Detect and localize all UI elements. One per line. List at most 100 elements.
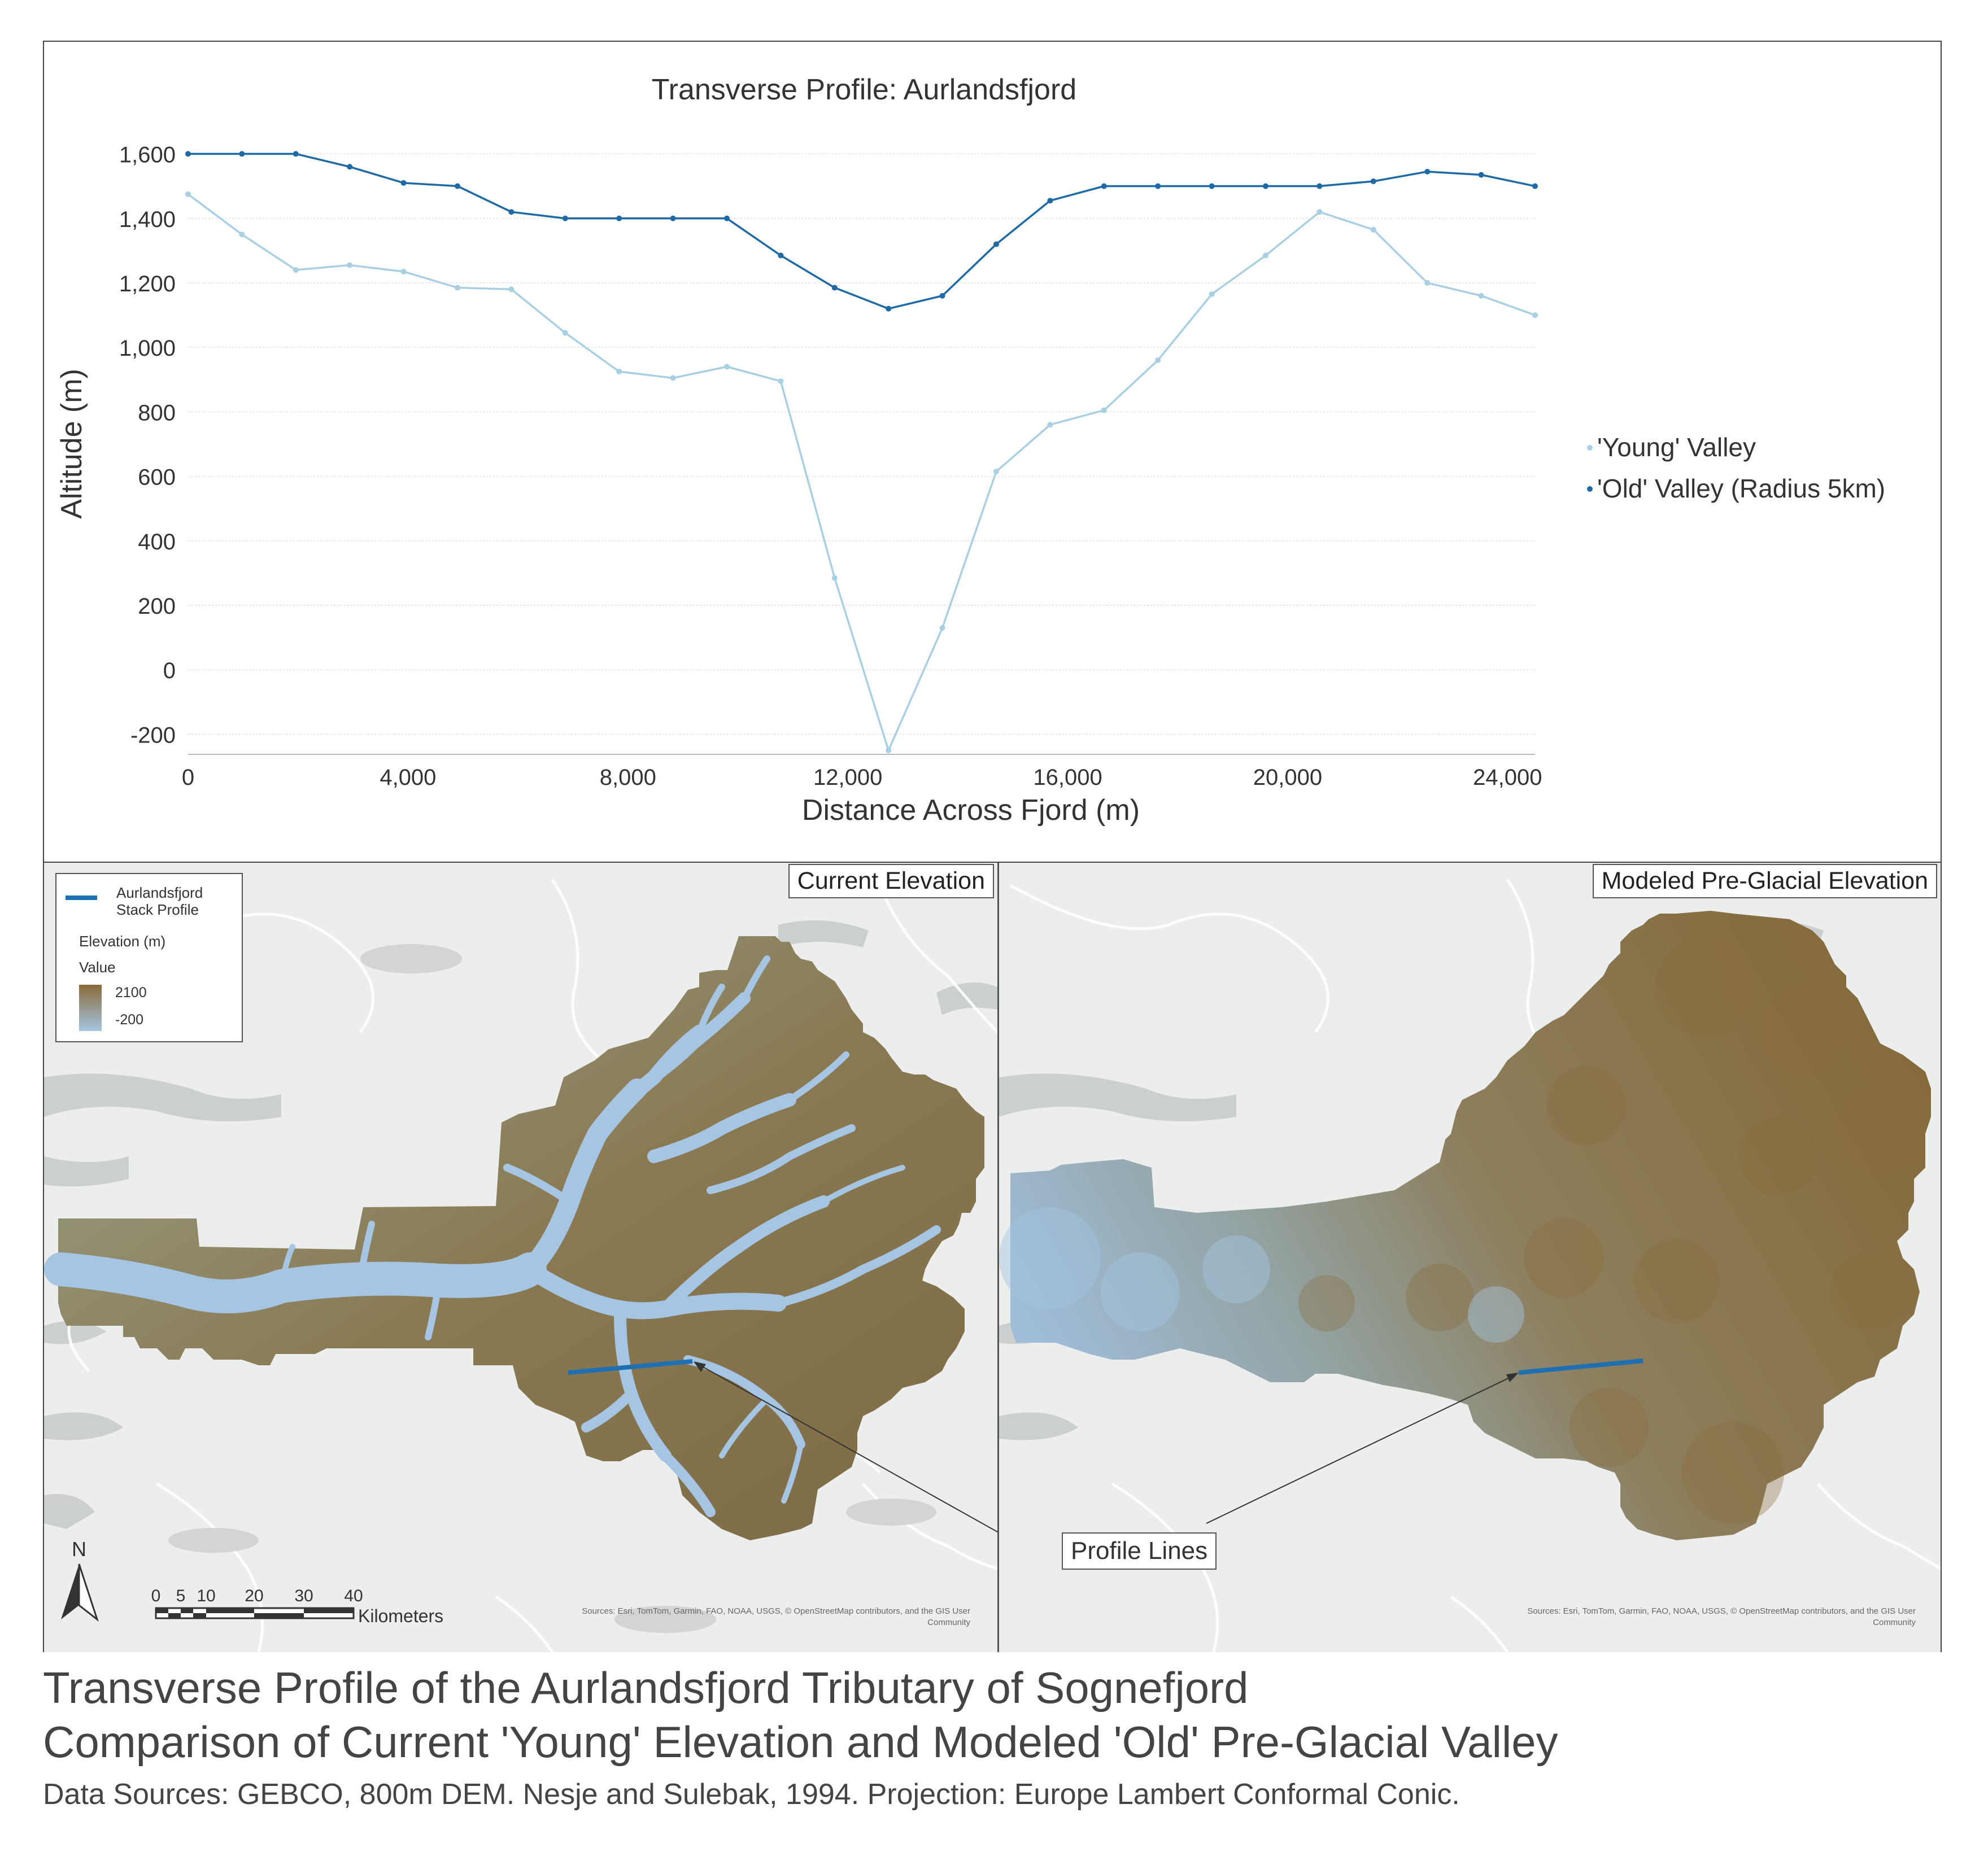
legend-low-value: -200 <box>115 1012 144 1028</box>
data-point-young <box>939 625 945 631</box>
data-point-old <box>347 164 353 170</box>
data-point-old <box>1478 172 1484 178</box>
chart-title: Transverse Profile: Aurlandsfjord <box>652 73 1076 106</box>
dem-region-pre-glacial <box>1010 911 1931 1540</box>
chart-legend: 'Young' Valley 'Old' Valley (Radius 5km) <box>1587 433 1885 503</box>
data-point-old <box>993 241 999 247</box>
data-point-old <box>1370 178 1376 185</box>
north-arrow: N <box>61 1537 99 1622</box>
data-point-old <box>1316 183 1323 189</box>
data-point-young <box>1316 209 1323 215</box>
y-tick-label: 1,200 <box>119 272 176 296</box>
data-point-old <box>724 215 730 221</box>
y-tick-label: 1,000 <box>119 336 176 361</box>
north-label: N <box>72 1537 86 1561</box>
x-tick-label: 16,000 <box>1033 765 1102 790</box>
profile-lines-callout: Profile Lines <box>1062 1532 1217 1570</box>
caption-sources: Data Sources: GEBCO, 800m DEM. Nesje and… <box>43 1778 1460 1811</box>
data-point-old <box>239 151 245 157</box>
x-tick-label: 24,000 <box>1473 765 1542 790</box>
sources-line1-right: Sources: Esri, TomTom, Garmin, FAO, NOAA… <box>1527 1606 1916 1616</box>
legend-marker-old <box>1587 486 1593 492</box>
data-point-old <box>508 209 515 215</box>
y-tick-label: 0 <box>163 658 176 683</box>
y-tick-label: 1,600 <box>119 143 176 168</box>
data-point-old <box>1424 168 1431 174</box>
scale-label-40: 40 <box>344 1587 363 1605</box>
x-axis-tick-labels: 0 4,000 8,000 12,000 16,000 20,000 24,000 <box>182 765 1542 790</box>
data-point-young <box>1424 279 1431 286</box>
data-point-old <box>562 215 568 221</box>
caption-subtitle: Comparison of Current 'Young' Elevation … <box>43 1717 1558 1767</box>
scale-label-5: 5 <box>176 1587 186 1605</box>
dem-valleys <box>44 955 941 1517</box>
dem-pre-glacial-texture <box>1298 936 1925 1523</box>
data-point-young <box>508 286 515 292</box>
chart-series <box>185 151 1538 753</box>
data-point-old <box>1047 198 1053 204</box>
data-point-old <box>1155 183 1161 189</box>
y-axis-label: Altitude (m) <box>55 369 88 519</box>
callout-arrowhead-left <box>694 1361 706 1372</box>
data-point-old <box>185 151 191 157</box>
sources-line2-left: Community <box>927 1618 970 1627</box>
map-legend: Aurlandsfjord Stack Profile Elevation (m… <box>55 873 243 1042</box>
legend-high-value: 2100 <box>115 985 147 1001</box>
map-sources-left: Sources: Esri, TomTom, Garmin, FAO, NOAA… <box>507 1606 970 1628</box>
data-point-old <box>1209 183 1215 189</box>
sources-line1-left: Sources: Esri, TomTom, Garmin, FAO, NOAA… <box>582 1606 970 1616</box>
data-point-old <box>293 151 299 157</box>
legend-entry-old: 'Old' Valley (Radius 5km) <box>1597 474 1885 503</box>
data-point-young <box>831 575 838 581</box>
sources-line2-right: Community <box>1873 1618 1916 1627</box>
data-point-old <box>1263 183 1268 189</box>
map-sources-right: Sources: Esri, TomTom, Garmin, FAO, NOAA… <box>1453 1606 1916 1628</box>
caption-title: Transverse Profile of the Aurlandsfjord … <box>43 1663 1249 1713</box>
data-point-young <box>1101 407 1107 413</box>
data-point-old <box>400 180 407 186</box>
legend-elevation-ramp <box>79 985 102 1031</box>
profile-line-current <box>568 1359 693 1375</box>
x-tick-label: 0 <box>182 765 194 790</box>
data-point-old <box>939 292 945 299</box>
scale-bar: 0 5 10 20 30 40 Kilometers <box>151 1587 444 1626</box>
y-axis-tick-labels: -200 0 200 400 600 800 1,000 1,200 1,400 1,600 <box>119 143 176 748</box>
legend-elevation-title: Elevation (m) <box>79 933 166 950</box>
data-point-young <box>1263 252 1268 259</box>
data-point-young <box>347 262 353 268</box>
data-point-young <box>1478 292 1484 299</box>
legend-marker-young <box>1587 445 1593 451</box>
legend-profile-label-1: Aurlandsfjord <box>116 884 203 901</box>
scale-unit: Kilometers <box>358 1606 443 1626</box>
data-point-young <box>1209 291 1215 297</box>
data-point-young <box>1370 226 1376 233</box>
x-tick-label: 8,000 <box>600 765 656 790</box>
scale-label-0: 0 <box>151 1587 161 1605</box>
data-point-old <box>455 183 460 189</box>
scale-label-30: 30 <box>294 1587 313 1605</box>
data-point-old <box>886 305 892 312</box>
data-point-young <box>993 469 999 475</box>
data-point-old <box>616 215 622 221</box>
scale-label-10: 10 <box>197 1587 215 1605</box>
current-elevation-map-svg: N 0 5 10 20 30 40 <box>44 879 997 1652</box>
pre-glacial-map-svg <box>999 879 1941 1652</box>
current-elevation-label: Current Elevation <box>788 864 994 898</box>
figure-frame: Transverse Profile: Aurlandsfjord -200 0 2… <box>43 41 1942 1652</box>
chart-svg: Transverse Profile: Aurlandsfjord -20002… <box>55 73 1885 827</box>
data-point-young <box>455 285 460 291</box>
legend-profile-swatch <box>66 896 97 900</box>
dem-pre-glacial-lowlands <box>999 1207 1524 1343</box>
callout-arrow-right <box>1206 1375 1515 1524</box>
series-line-young <box>187 193 1536 753</box>
data-point-young <box>778 378 784 385</box>
x-tick-label: 12,000 <box>813 765 882 790</box>
data-point-old <box>778 252 784 259</box>
scale-label-20: 20 <box>245 1587 263 1605</box>
chart-gridlines <box>188 153 1535 735</box>
data-point-old <box>1101 183 1107 189</box>
data-point-young <box>239 231 245 238</box>
data-point-young <box>1155 357 1161 364</box>
data-point-old <box>831 285 838 291</box>
data-point-young <box>400 268 407 274</box>
